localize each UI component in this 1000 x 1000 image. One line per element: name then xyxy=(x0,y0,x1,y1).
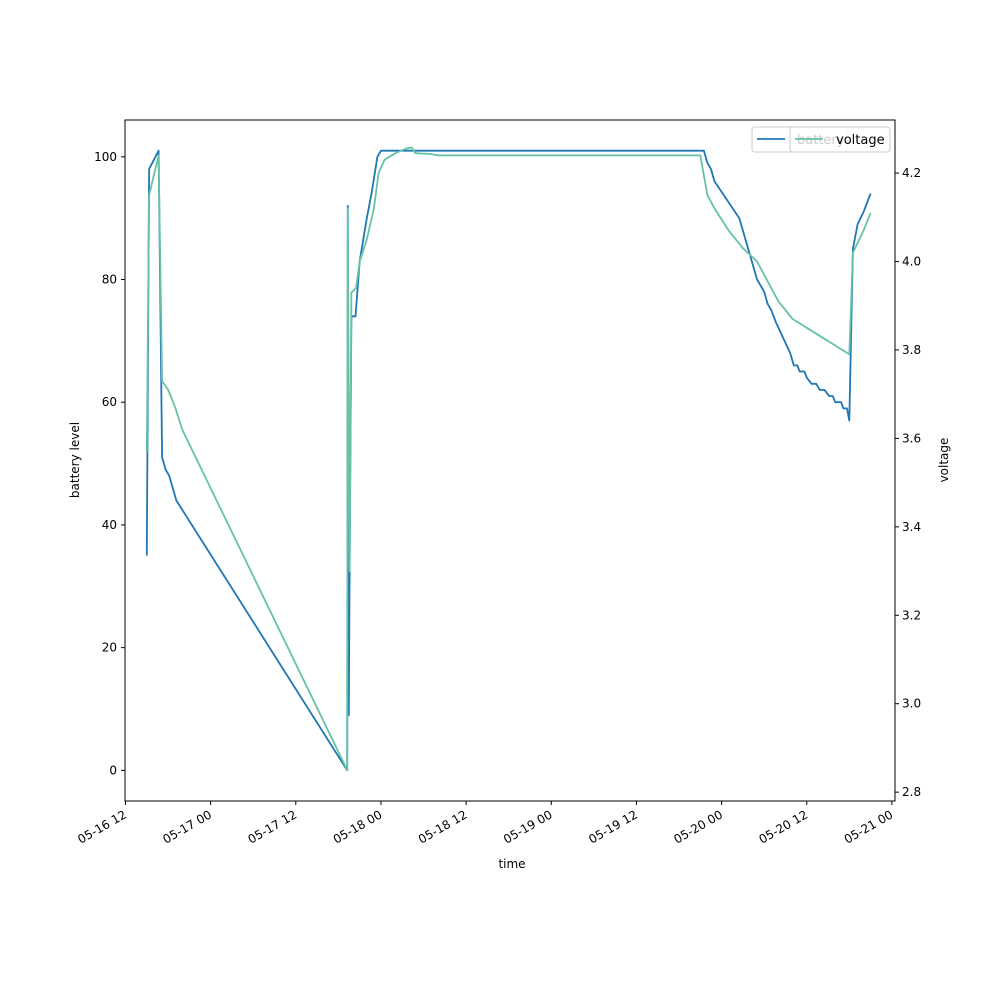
y-axis-left: 0 20 40 60 80 100 xyxy=(94,150,125,777)
x-tick-label: 05-19 12 xyxy=(586,807,640,846)
y-left-tick-label: 60 xyxy=(102,395,117,409)
y-right-tick-label: 3.4 xyxy=(902,520,921,534)
y-left-tick-label: 0 xyxy=(109,763,117,777)
legend-voltage: voltage xyxy=(789,126,891,153)
x-axis-label: time xyxy=(498,857,525,871)
series-line-battery xyxy=(145,149,872,772)
y-right-tick-label: 3.0 xyxy=(902,697,921,711)
x-tick-label: 05-16 12 xyxy=(75,807,129,846)
y-right-tick-label: 3.2 xyxy=(902,608,921,622)
x-tick-label: 05-21 00 xyxy=(842,807,896,846)
y-axis-right: 2.8 3.0 3.2 3.4 3.6 3.8 4.0 4.2 xyxy=(895,166,921,799)
x-tick-label: 05-18 00 xyxy=(331,807,385,846)
plot-frame xyxy=(124,119,896,802)
y-left-tick-label: 20 xyxy=(102,641,117,655)
x-tick-label: 05-17 00 xyxy=(160,807,214,846)
y-right-tick-label: 2.8 xyxy=(902,785,921,799)
x-tick-label: 05-17 12 xyxy=(246,807,300,846)
y-axis-left-label: battery level xyxy=(68,422,82,498)
x-tick-label: 05-19 00 xyxy=(501,807,555,846)
y-axis-right-label: voltage xyxy=(937,438,951,483)
x-axis: 05-16 12 05-17 00 05-17 12 05-18 00 05-18 12… xyxy=(75,801,895,847)
y-left-tick-label: 80 xyxy=(102,273,117,287)
y-right-tick-label: 3.8 xyxy=(902,343,921,357)
legend-voltage-label: voltage xyxy=(836,133,885,148)
x-tick-label: 05-18 12 xyxy=(416,807,470,846)
y-right-tick-label: 3.6 xyxy=(902,431,921,445)
y-left-tick-label: 100 xyxy=(94,150,117,164)
series-line-voltage xyxy=(145,146,872,771)
y-right-tick-label: 4.0 xyxy=(902,255,921,269)
y-right-tick-label: 4.2 xyxy=(902,166,921,180)
x-tick-label: 05-20 00 xyxy=(671,807,725,846)
series-layer xyxy=(145,146,872,772)
x-tick-label: 05-20 12 xyxy=(757,807,811,846)
y-left-tick-label: 40 xyxy=(102,518,117,532)
